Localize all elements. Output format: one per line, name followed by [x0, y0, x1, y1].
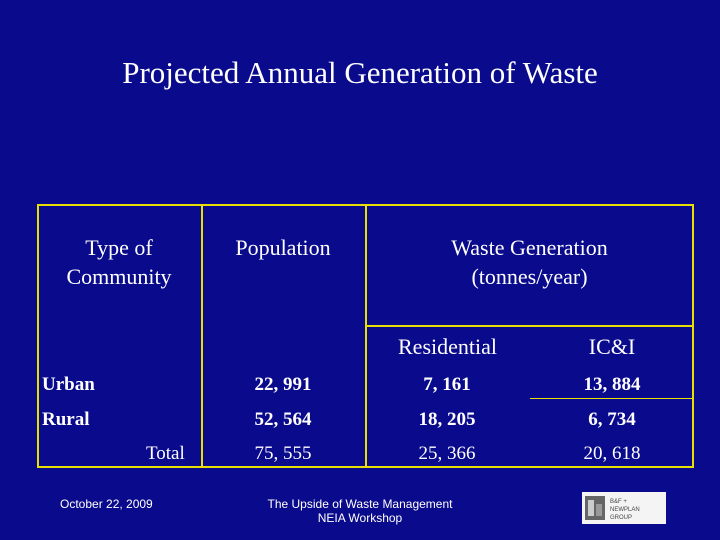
- header-waste: Waste Generation (tonnes/year): [365, 234, 694, 291]
- cell-rural-residential: 18, 205: [418, 409, 476, 430]
- table-divider-header: [365, 325, 694, 327]
- cell-total-population: 75, 555: [254, 443, 312, 464]
- header-residential: Residential: [398, 334, 497, 359]
- cell-urban-population: 22, 991: [254, 374, 312, 395]
- slide-title: Projected Annual Generation of Waste: [122, 55, 598, 90]
- table-divider-2: [365, 204, 367, 468]
- row-label-rural: Rural: [42, 409, 90, 430]
- cell-total-ici: 20, 618: [583, 443, 641, 464]
- logo-text-2: NEWPLAN: [610, 507, 640, 513]
- row-label-urban: Urban: [42, 374, 95, 395]
- row-label-total: Total: [146, 443, 185, 464]
- cell-urban-ici: 13, 884: [583, 374, 641, 395]
- header-type-line2: Community: [66, 263, 172, 289]
- header-population: Population: [235, 235, 331, 260]
- header-waste-line1: Waste Generation: [451, 235, 608, 260]
- header-ici: IC&I: [588, 334, 636, 359]
- header-waste-line2: (tonnes/year): [471, 263, 588, 289]
- header-type-line1: Type of: [85, 235, 153, 260]
- cell-rural-ici: 6, 734: [588, 409, 636, 430]
- cell-urban-residential: 7, 161: [423, 374, 471, 395]
- footer-center-line1: The Upside of Waste Management: [267, 497, 453, 511]
- table-divider-1: [201, 204, 203, 468]
- footer-date: October 22, 2009: [60, 497, 153, 511]
- table-divider-total: [530, 398, 694, 399]
- header-type: Type of Community: [37, 234, 201, 291]
- logo-text-1: B&F +: [610, 499, 627, 505]
- cell-rural-population: 52, 564: [254, 409, 312, 430]
- company-logo: B&F + NEWPLAN GROUP: [582, 492, 666, 524]
- footer-center-line2: NEIA Workshop: [317, 511, 403, 525]
- footer-center: The Upside of Waste Management NEIA Work…: [255, 497, 465, 525]
- logo-graphic: B&F + NEWPLAN GROUP: [585, 496, 640, 521]
- cell-total-residential: 25, 366: [418, 443, 476, 464]
- logo-text-3: GROUP: [610, 515, 632, 521]
